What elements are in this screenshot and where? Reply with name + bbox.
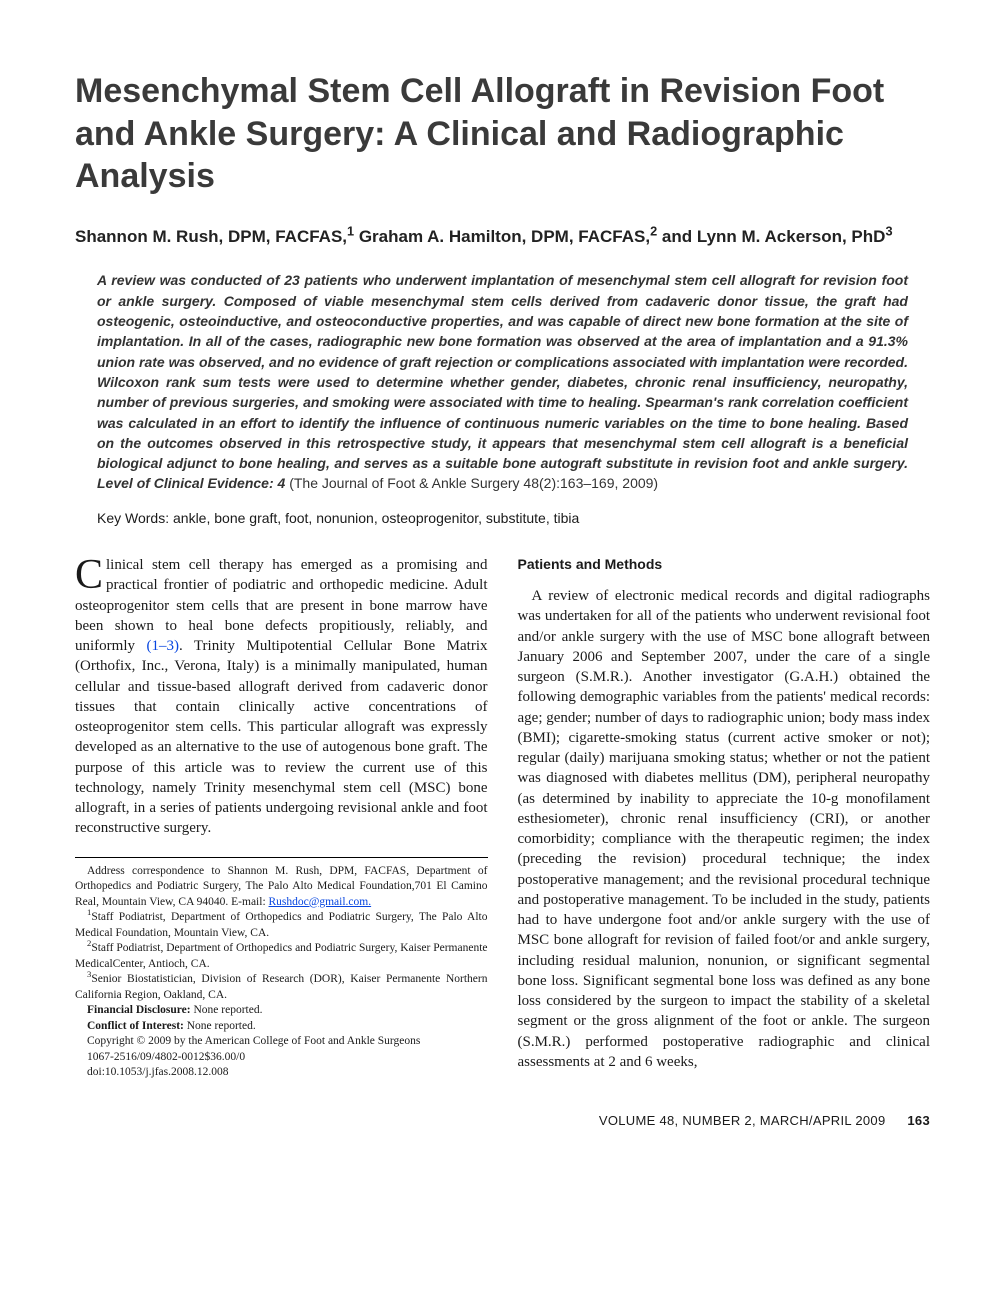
article-title: Mesenchymal Stem Cell Allograft in Revis…	[75, 70, 930, 198]
affiliation-1: 1Staff Podiatrist, Department of Orthope…	[75, 910, 488, 941]
correspondence: Address correspondence to Shannon M. Rus…	[75, 864, 488, 911]
dropcap: C	[75, 555, 106, 594]
page-number: 163	[907, 1113, 930, 1128]
body-columns: Clinical stem cell therapy has emerged a…	[75, 555, 930, 1081]
issn-line: 1067-2516/09/4802-0012$36.00/0	[75, 1050, 488, 1066]
doi-line: doi:10.1053/j.jfas.2008.12.008	[75, 1065, 488, 1081]
keywords-line: Key Words: ankle, bone graft, foot, nonu…	[75, 510, 930, 528]
page-footer: VOLUME 48, NUMBER 2, MARCH/APRIL 2009 16…	[75, 1113, 930, 1129]
intro-paragraph: Clinical stem cell therapy has emerged a…	[75, 555, 488, 839]
intro-post-ref: . Trinity Multipotential Cellular Bone M…	[75, 638, 488, 836]
correspondence-email[interactable]: Rushdoc@gmail.com.	[269, 896, 372, 908]
keywords-values: ankle, bone graft, foot, nonunion, osteo…	[173, 510, 579, 526]
journal-citation: (The Journal of Foot & Ankle Surgery 48(…	[289, 475, 658, 491]
abstract: A review was conducted of 23 patients wh…	[75, 270, 930, 493]
methods-paragraph: A review of electronic medical records a…	[518, 586, 931, 1072]
abstract-text: A review was conducted of 23 patients wh…	[97, 272, 908, 471]
affiliation-2: 2Staff Podiatrist, Department of Orthope…	[75, 941, 488, 972]
footnotes-block: Address correspondence to Shannon M. Rus…	[75, 857, 488, 1081]
copyright-line: Copyright © 2009 by the American College…	[75, 1034, 488, 1050]
conflict-of-interest: Conflict of Interest: None reported.	[75, 1019, 488, 1035]
keywords-label: Key Words:	[97, 510, 169, 526]
citation-link-1-3[interactable]: (1–3)	[146, 638, 179, 654]
affiliation-3: 3Senior Biostatistician, Division of Res…	[75, 972, 488, 1003]
author-list: Shannon M. Rush, DPM, FACFAS,1 Graham A.…	[75, 226, 930, 249]
financial-disclosure: Financial Disclosure: None reported.	[75, 1003, 488, 1019]
loe-label: Level of Clinical Evidence:	[97, 475, 274, 491]
section-heading-methods: Patients and Methods	[518, 555, 931, 574]
issue-info: VOLUME 48, NUMBER 2, MARCH/APRIL 2009	[599, 1113, 886, 1128]
loe-value: 4	[278, 475, 290, 491]
